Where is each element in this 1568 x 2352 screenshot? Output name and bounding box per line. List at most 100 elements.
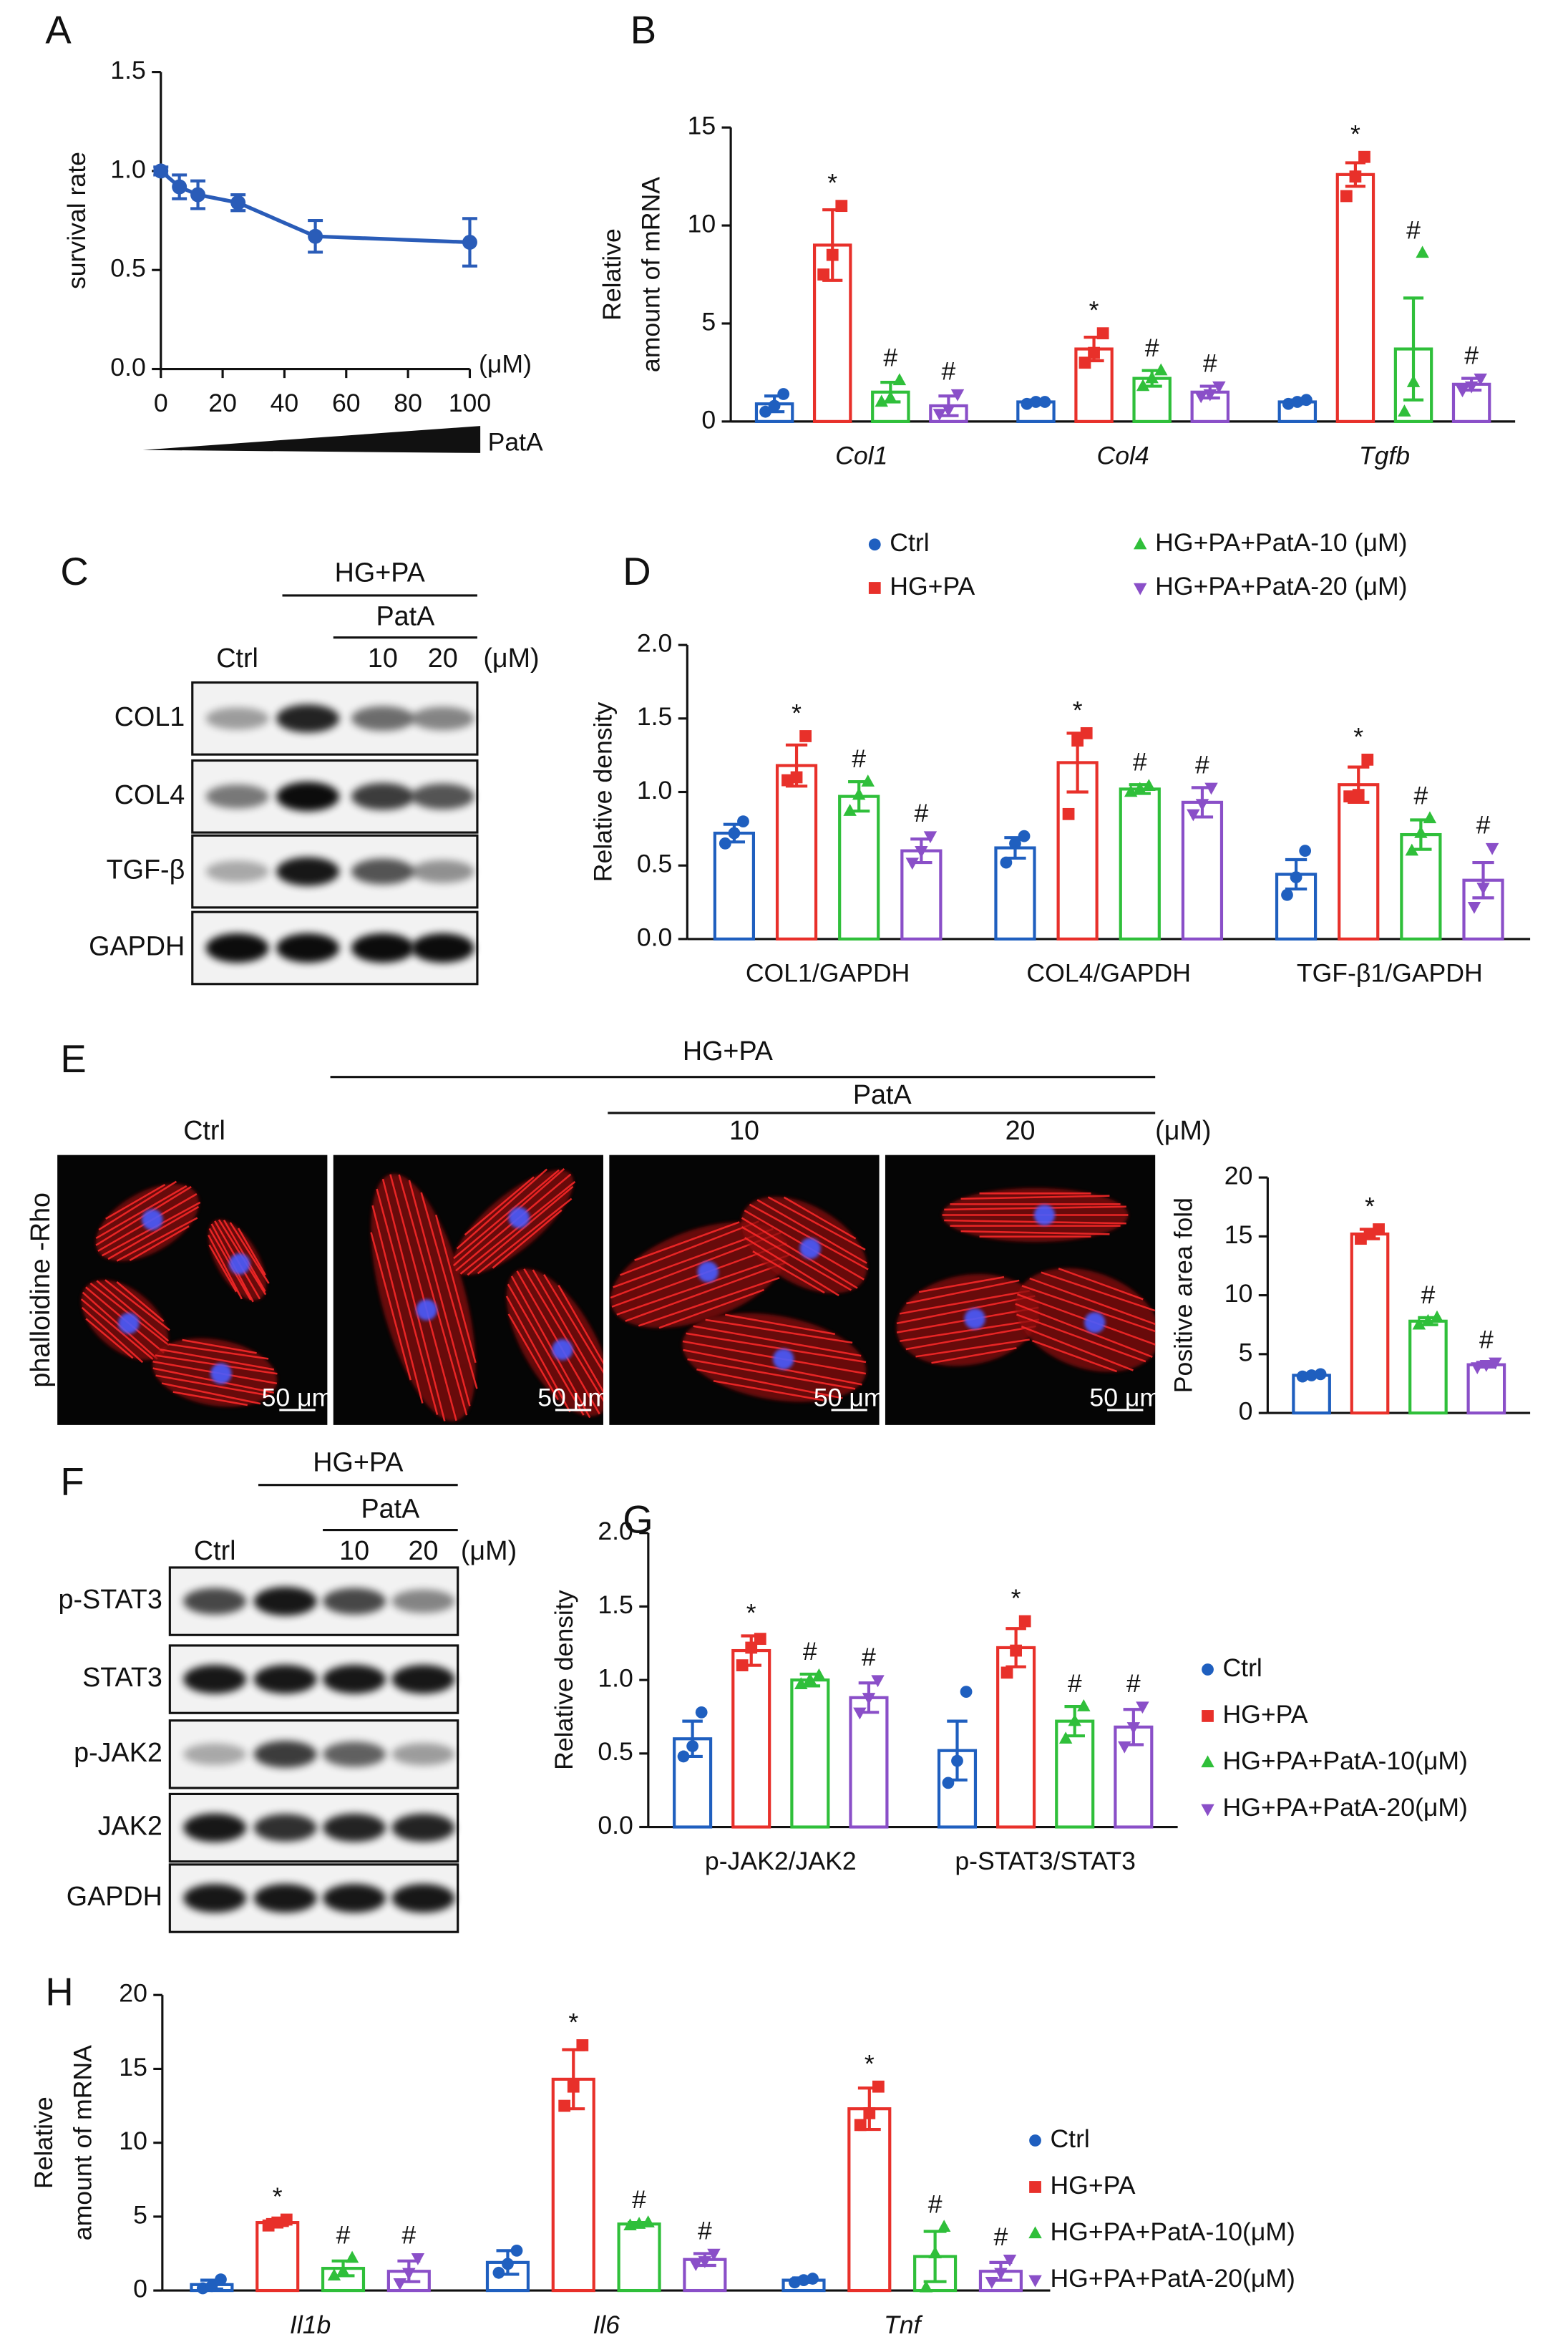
x-tick-label: 60 — [332, 389, 361, 417]
data-point — [215, 2273, 227, 2285]
row-label: TGF-β — [107, 855, 185, 885]
data-point — [817, 268, 830, 281]
actin-fiber — [1041, 1271, 1156, 1312]
significance-label: # — [1068, 1669, 1082, 1698]
data-point — [799, 730, 812, 742]
data-point — [345, 2250, 359, 2263]
actin-fiber — [915, 1338, 1030, 1358]
actin-fiber — [208, 1235, 243, 1300]
actin-fiber — [749, 1203, 869, 1270]
data-point — [576, 2039, 589, 2051]
bar — [255, 2221, 300, 2293]
bar — [1338, 783, 1380, 941]
lane-label: Ctrl — [194, 1535, 236, 1565]
significance-label: # — [852, 744, 866, 773]
data-point — [327, 2268, 341, 2281]
actin-fiber — [371, 1205, 424, 1404]
bar — [1408, 1319, 1448, 1415]
significance-label: # — [1126, 1669, 1141, 1698]
data-point — [1000, 1666, 1013, 1679]
significance-label: # — [914, 799, 928, 827]
significance-label: # — [862, 1643, 876, 1671]
data-point — [336, 2264, 350, 2276]
actin-fiber — [906, 1279, 1020, 1305]
data-point — [698, 2256, 712, 2268]
y-tick-label: 1.5 — [637, 702, 673, 731]
row-label: COL1 — [115, 701, 185, 732]
legend-label: HG+PA — [1222, 1700, 1308, 1729]
significance-label: # — [1203, 349, 1217, 378]
data-point — [861, 774, 875, 787]
y-tick-label: 15 — [1224, 1220, 1253, 1249]
actin-fiber — [85, 1318, 134, 1359]
actin-fiber — [625, 1262, 787, 1322]
actin-fiber — [744, 1237, 839, 1296]
cell — [942, 1187, 1129, 1243]
data-point — [1412, 1317, 1426, 1330]
actin-fiber — [434, 1215, 477, 1364]
y-tick-label: 0.5 — [637, 850, 673, 878]
blot-band — [391, 1664, 455, 1694]
blot-band — [391, 1589, 455, 1613]
nucleus — [799, 1238, 821, 1259]
y-axis-label: Relative density — [588, 702, 617, 883]
blot-band — [323, 1813, 386, 1842]
data-point — [1003, 2255, 1017, 2267]
blot-band — [205, 784, 269, 809]
actin-fiber — [420, 1192, 478, 1389]
sub-label: PatA — [853, 1079, 912, 1109]
significance-label: * — [1089, 296, 1099, 325]
significance-label: * — [827, 169, 837, 198]
sub-label: PatA — [376, 601, 435, 631]
blot-band — [351, 782, 414, 810]
data-point — [768, 399, 781, 412]
nucleus — [552, 1338, 573, 1361]
legend-marker — [1029, 2134, 1041, 2147]
actin-fiber — [1032, 1339, 1118, 1373]
data-point — [1291, 396, 1304, 408]
legend-label: HG+PA+PatA-10 (μM) — [1155, 528, 1407, 557]
data-point — [1136, 379, 1150, 392]
bar — [1350, 1232, 1390, 1415]
y-tick-label: 15 — [119, 2053, 147, 2081]
data-point — [754, 1633, 766, 1646]
actin-fiber — [398, 1174, 468, 1416]
y-axis-label: amount of mRNA — [637, 177, 666, 372]
y-tick-label: 0.0 — [598, 1811, 633, 1840]
nucleus — [118, 1313, 140, 1334]
data-point — [985, 2276, 999, 2289]
data-point — [1136, 1701, 1149, 1714]
cell — [896, 1273, 1040, 1366]
y-axis-label: Relative — [29, 2096, 58, 2189]
row-label: GAPDH — [89, 930, 185, 961]
actin-fiber — [492, 1209, 563, 1269]
data-point — [797, 2274, 810, 2287]
blot-band — [411, 706, 474, 731]
cell — [370, 1174, 478, 1422]
y-tick-label: 0.0 — [110, 353, 146, 382]
x-tick-label: p-STAT3/STAT3 — [955, 1847, 1136, 1875]
actin-fiber — [453, 1169, 560, 1260]
actin-fiber — [389, 1174, 457, 1422]
y-tick-label: 20 — [1224, 1162, 1253, 1190]
actin-fiber — [616, 1254, 789, 1316]
y-tick-label: 1.5 — [598, 1590, 633, 1619]
legend-marker — [1202, 1710, 1214, 1722]
panel-letter: E — [60, 1037, 86, 1081]
panel-letter: H — [45, 1970, 73, 2014]
data-point — [1126, 1722, 1141, 1734]
blot-band — [323, 1664, 386, 1694]
data-point — [737, 815, 749, 827]
data-point — [492, 2266, 505, 2279]
row-label: STAT3 — [82, 1662, 162, 1692]
data-point — [1296, 1370, 1309, 1383]
panel-letter: C — [60, 550, 88, 593]
actin-fiber — [238, 1228, 266, 1275]
data-point — [1456, 385, 1469, 398]
data-point — [937, 2220, 951, 2232]
data-point — [1340, 190, 1353, 203]
data-point — [1000, 856, 1013, 869]
x-tick-label: Tnf — [884, 2310, 923, 2339]
y-axis-label: Relative — [598, 228, 626, 321]
significance-label: # — [1133, 747, 1147, 776]
